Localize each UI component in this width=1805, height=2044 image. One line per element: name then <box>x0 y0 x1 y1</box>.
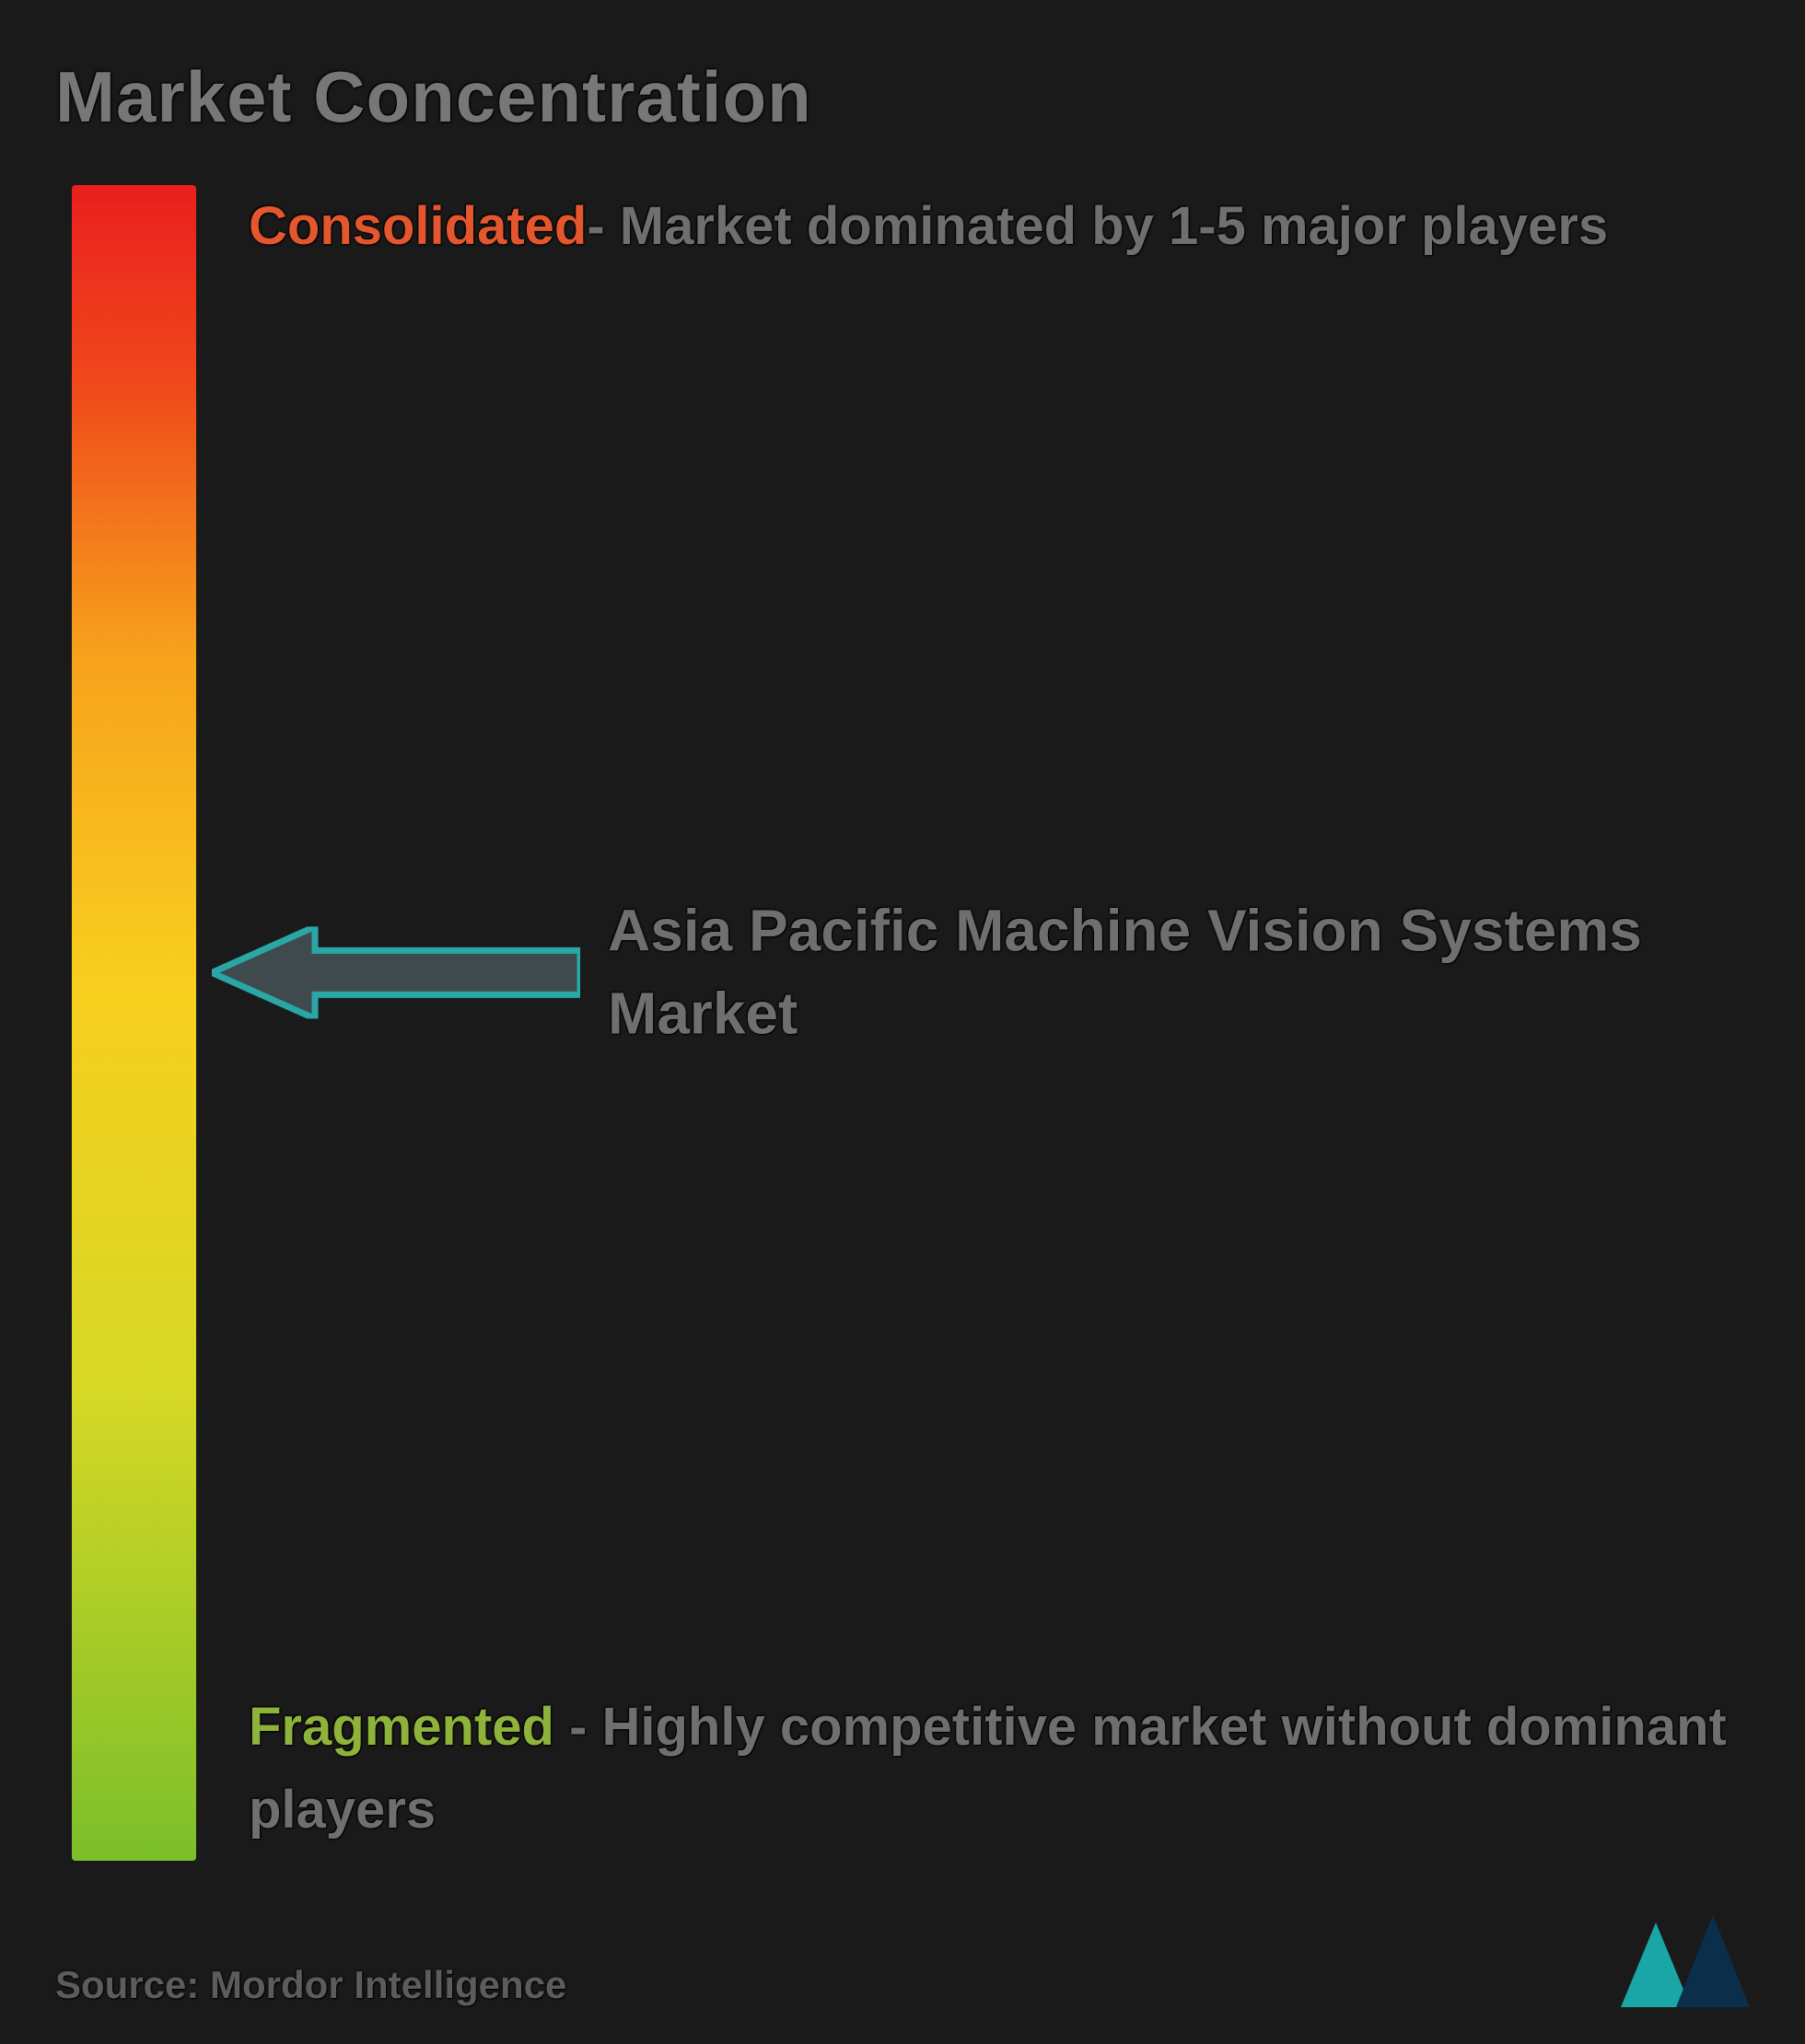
market-marker-row: Asia Pacific Machine Vision Systems Mark… <box>212 890 1731 1055</box>
body-row: Consolidated- Market dominated by 1-5 ma… <box>55 185 1750 1861</box>
left-arrow-icon <box>212 926 580 1018</box>
source-attribution: Source: Mordor Intelligence <box>55 1963 566 2007</box>
market-name-label: Asia Pacific Machine Vision Systems Mark… <box>608 890 1731 1055</box>
concentration-gradient-bar <box>72 185 196 1861</box>
card-title: Market Concentration <box>55 55 1750 139</box>
content-column: Consolidated- Market dominated by 1-5 ma… <box>212 185 1750 1861</box>
fragmented-text: Fragmented - Highly competitive market w… <box>249 1686 1731 1852</box>
fragmented-keyword: Fragmented <box>249 1697 554 1757</box>
fragmented-label: Fragmented - Highly competitive market w… <box>249 1686 1731 1852</box>
mordor-logo-icon <box>1621 1915 1750 2007</box>
consolidated-text: Consolidated- Market dominated by 1-5 ma… <box>249 185 1731 268</box>
consolidated-rest: - Market dominated by 1-5 major players <box>587 196 1608 256</box>
gradient-bar-column <box>55 185 212 1861</box>
consolidated-label: Consolidated- Market dominated by 1-5 ma… <box>249 185 1731 268</box>
consolidated-keyword: Consolidated <box>249 196 587 256</box>
arrow-wrapper <box>212 926 580 1018</box>
footer-row: Source: Mordor Intelligence <box>55 1915 1750 2007</box>
market-concentration-card: Market Concentration Consolidated- Marke… <box>0 0 1805 2044</box>
